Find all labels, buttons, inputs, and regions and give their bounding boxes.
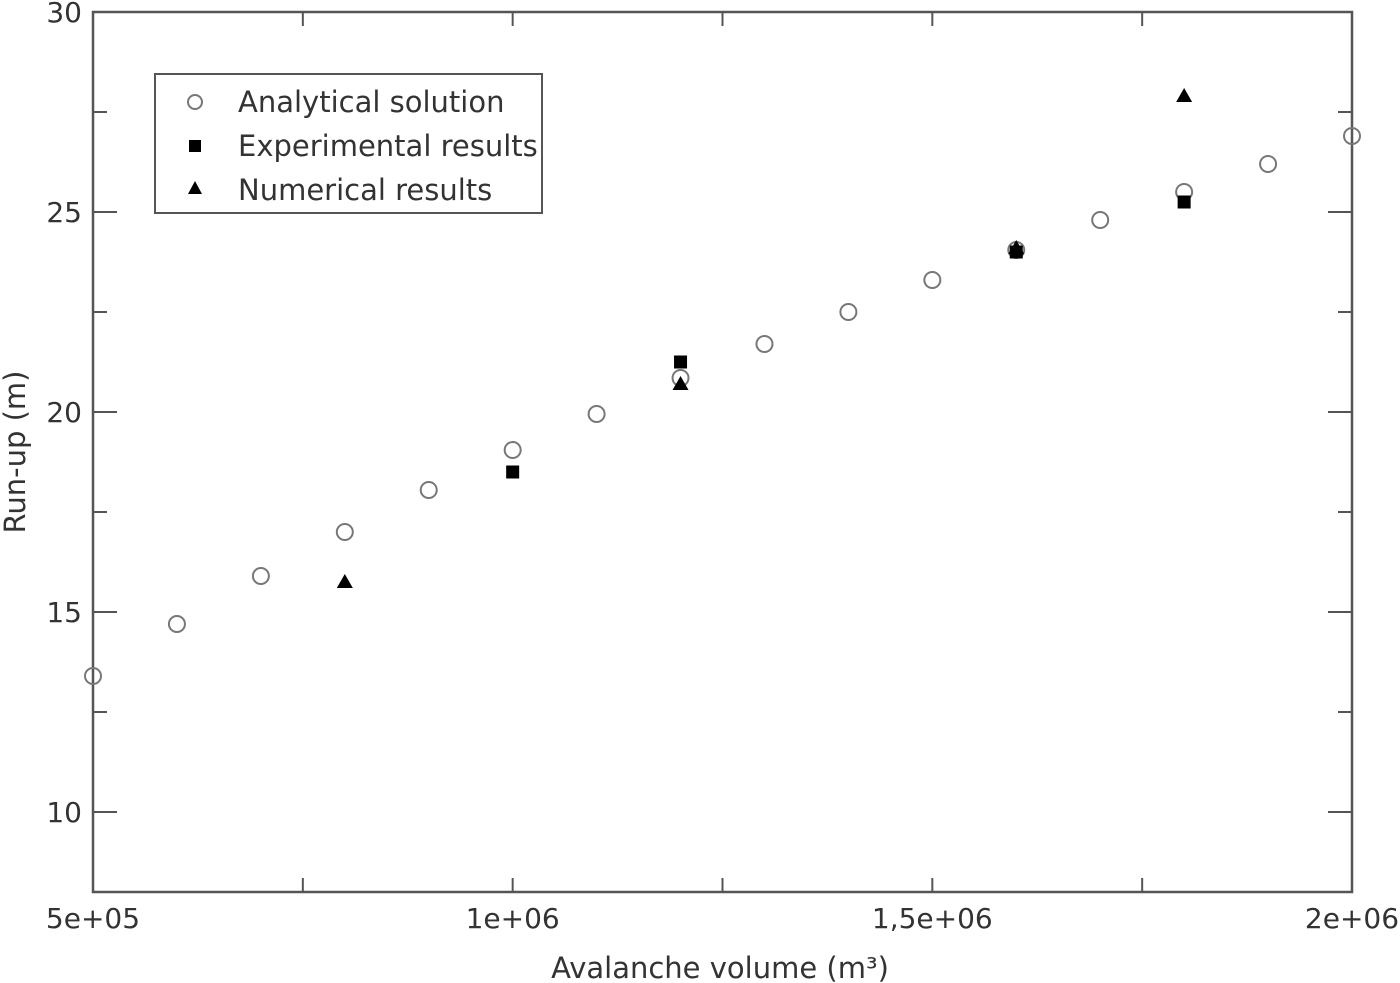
legend-label-numerical: Numerical results [238,173,492,207]
analytical-open-circle-point [84,667,102,685]
numerical-filled-triangle-point [1008,240,1025,254]
analytical-open-circle-point [839,303,858,321]
x-tick-label: 2e+06 [1305,902,1399,935]
y-tick-label: 15 [46,596,82,629]
legend-box [154,73,543,214]
x-tick-label: 1,5e+06 [872,902,993,935]
legend: Analytical solution Experimental results… [154,73,543,214]
analytical-open-circle-point [587,405,606,423]
y-axis-label: Run-up (m) [0,371,32,534]
analytical-open-circle-point [1259,155,1278,173]
y-tick-label: 30 [46,0,82,29]
axis-ticks: 5e+05 1e+06 1,5e+06 2e+06 10 15 20 25 30 [46,0,1399,935]
analytical-open-circle-point [251,567,270,585]
analytical-open-circle-point [503,441,522,459]
legend-label-analytical: Analytical solution [238,85,504,119]
y-tick-label: 20 [46,396,82,429]
y-tick-label: 25 [46,196,82,229]
x-axis-label: Avalanche volume (m³) [551,951,889,983]
analytical-open-circle-point [167,615,186,633]
y-tick-label: 10 [46,796,82,829]
analytical-open-circle-point [335,523,354,541]
analytical-open-circle-point [1343,127,1361,145]
analytical-open-circle-point [419,481,438,499]
numerical-filled-triangle-point [1176,88,1193,102]
data-marks [84,88,1361,685]
legend-label-experimental: Experimental results [238,129,538,163]
legend-marker-analytical [187,94,203,110]
legend-marker-experimental [189,140,201,152]
analytical-open-circle-point [755,335,774,353]
experimental-filled-square-point [674,355,688,369]
numerical-filled-triangle-point [336,574,353,588]
experimental-filled-square-point [506,465,520,479]
experimental-filled-square-point [1177,195,1191,209]
analytical-open-circle-point [923,271,942,289]
numerical-filled-triangle-point [672,376,689,390]
legend-marker-numerical [188,181,202,194]
analytical-open-circle-point [1091,211,1110,229]
x-tick-label: 5e+05 [46,902,140,935]
x-tick-label: 1e+06 [466,902,560,935]
